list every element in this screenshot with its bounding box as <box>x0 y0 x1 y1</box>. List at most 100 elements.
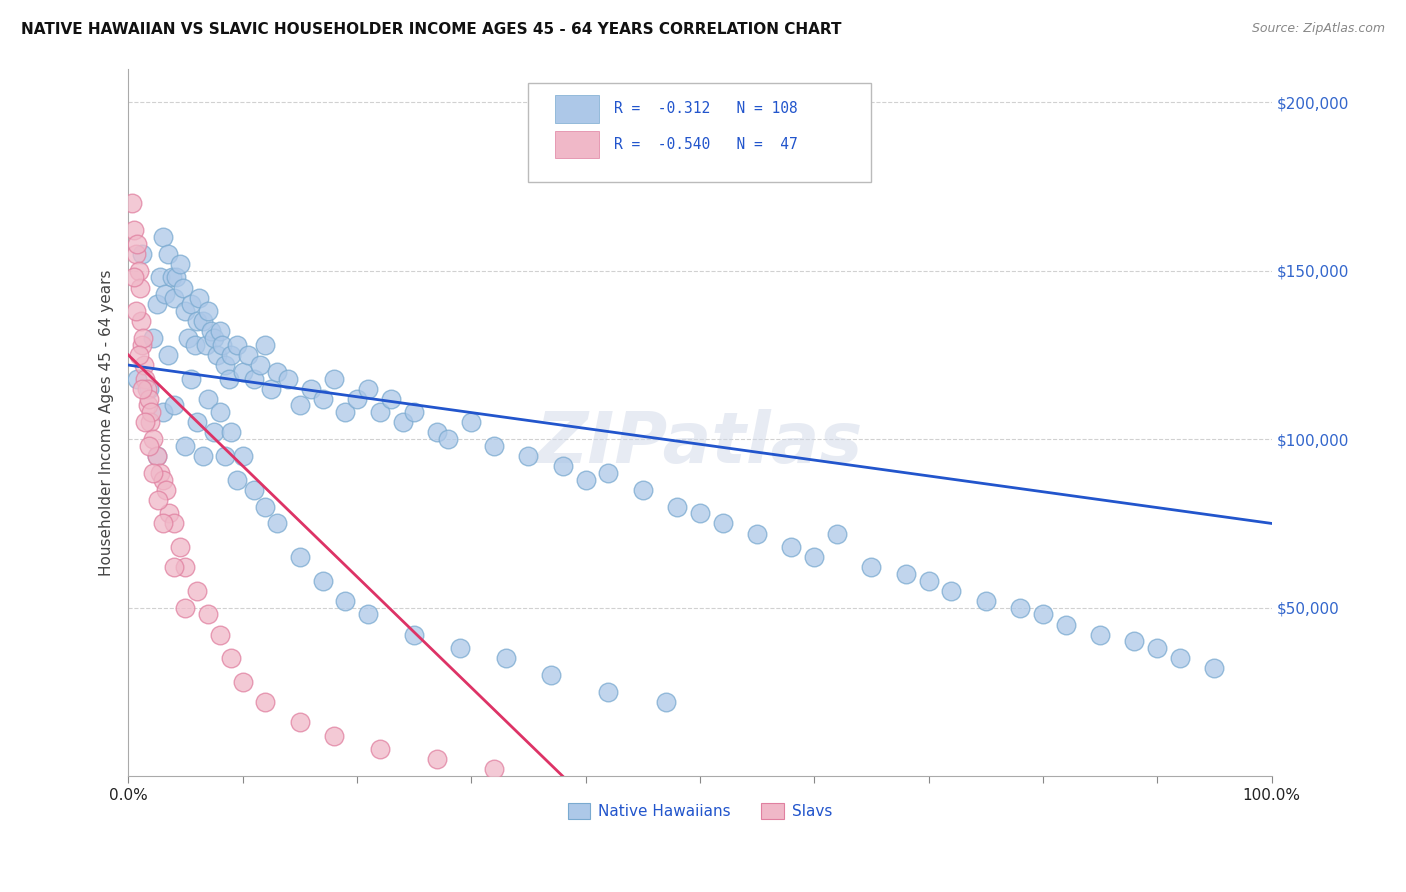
Point <box>153 287 176 301</box>
Point <box>132 331 155 345</box>
Point <box>207 348 229 362</box>
Point <box>689 506 711 520</box>
Point <box>135 382 157 396</box>
FancyBboxPatch shape <box>555 131 599 159</box>
Point <box>214 449 236 463</box>
Point <box>174 600 197 615</box>
Point <box>219 425 242 440</box>
Point <box>598 685 620 699</box>
Point <box>825 526 848 541</box>
Point <box>238 348 260 362</box>
Point <box>219 651 242 665</box>
Point <box>202 331 225 345</box>
Text: ZIPatlas: ZIPatlas <box>536 409 863 478</box>
Point <box>335 594 357 608</box>
Point <box>335 405 357 419</box>
FancyBboxPatch shape <box>555 95 599 123</box>
Point <box>152 516 174 531</box>
Point <box>191 449 214 463</box>
Point <box>482 439 505 453</box>
Point <box>146 449 169 463</box>
Point <box>169 540 191 554</box>
Point <box>149 466 172 480</box>
Point <box>197 607 219 622</box>
Text: R =  -0.540   N =  47: R = -0.540 N = 47 <box>614 136 799 152</box>
Point <box>139 405 162 419</box>
Point <box>155 483 177 497</box>
Point <box>894 566 917 581</box>
Point <box>165 270 187 285</box>
Point <box>138 382 160 396</box>
Point <box>139 415 162 429</box>
Point <box>214 358 236 372</box>
Point <box>311 392 333 406</box>
Point <box>149 270 172 285</box>
Point <box>218 371 240 385</box>
Point <box>357 382 380 396</box>
Point <box>174 560 197 574</box>
Point <box>188 291 211 305</box>
Point <box>631 483 654 497</box>
Point <box>1008 600 1031 615</box>
Point <box>174 304 197 318</box>
Point <box>169 257 191 271</box>
Point <box>197 304 219 318</box>
Point <box>288 399 311 413</box>
Point <box>131 338 153 352</box>
Point <box>311 574 333 588</box>
Point <box>146 449 169 463</box>
Point <box>131 247 153 261</box>
Point <box>803 550 825 565</box>
Point <box>146 297 169 311</box>
Point <box>391 415 413 429</box>
Point <box>131 382 153 396</box>
Point <box>186 314 208 328</box>
Text: Source: ZipAtlas.com: Source: ZipAtlas.com <box>1251 22 1385 36</box>
Point <box>288 550 311 565</box>
Point <box>127 371 149 385</box>
Point <box>745 526 768 541</box>
Point <box>152 405 174 419</box>
Point <box>260 382 283 396</box>
Point <box>157 348 180 362</box>
Point <box>243 371 266 385</box>
Point <box>1123 634 1146 648</box>
Point <box>654 695 676 709</box>
Point <box>288 715 311 730</box>
Point <box>711 516 734 531</box>
Point <box>426 425 449 440</box>
Point <box>666 500 689 514</box>
Point <box>160 270 183 285</box>
Point <box>243 483 266 497</box>
Point <box>134 371 156 385</box>
Point <box>146 492 169 507</box>
Point <box>368 405 391 419</box>
Point <box>200 324 222 338</box>
Point <box>346 392 368 406</box>
Point <box>177 331 200 345</box>
Point <box>197 392 219 406</box>
Point <box>180 297 202 311</box>
Point <box>208 627 231 641</box>
Legend: Native Hawaiians, Slavs: Native Hawaiians, Slavs <box>561 797 838 825</box>
Point <box>482 763 505 777</box>
Point <box>437 432 460 446</box>
Point <box>128 263 150 277</box>
Point <box>172 280 194 294</box>
Point <box>186 583 208 598</box>
Point <box>254 695 277 709</box>
Point <box>357 607 380 622</box>
Point <box>186 415 208 429</box>
Point <box>152 473 174 487</box>
Point <box>174 439 197 453</box>
Point <box>225 338 247 352</box>
Point <box>208 405 231 419</box>
Point <box>195 338 218 352</box>
Point <box>125 304 148 318</box>
Point <box>208 324 231 338</box>
Point <box>299 382 322 396</box>
Point <box>125 247 148 261</box>
Point <box>460 415 482 429</box>
Point <box>142 432 165 446</box>
Text: NATIVE HAWAIIAN VS SLAVIC HOUSEHOLDER INCOME AGES 45 - 64 YEARS CORRELATION CHAR: NATIVE HAWAIIAN VS SLAVIC HOUSEHOLDER IN… <box>21 22 842 37</box>
